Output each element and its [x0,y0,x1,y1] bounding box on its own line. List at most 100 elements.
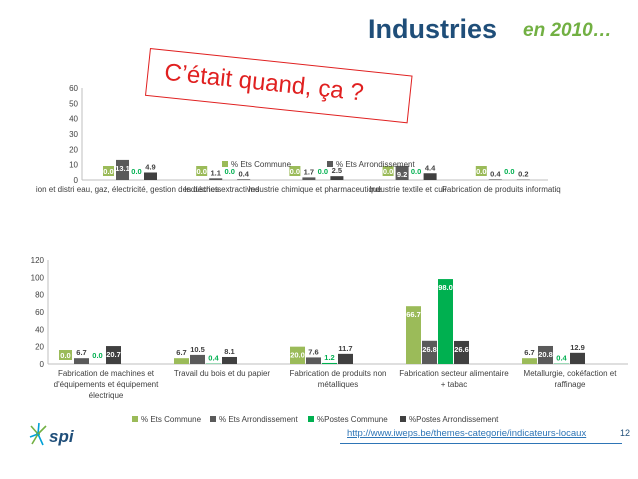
bar-3-0 [144,172,157,180]
bar-3-3 [454,340,469,364]
data-label: 0.0 [92,351,102,360]
data-label: 0.0 [476,167,486,176]
footer-link[interactable]: http://www.iweps.be/themes-categorie/ind… [347,428,587,439]
chart-bottom: 0 20 40 60 80 100 120 0.0 6.7 0.0 20.7 Fabrication … [31,256,628,424]
x-tick-label: Metallurgie, cokéfaction et raffinage [524,369,618,389]
data-label: 0.4 [238,169,249,178]
x-tick-label: Travail du bois et du papier [174,369,271,378]
data-label: 0.4 [208,354,219,363]
bar-1-2 [302,177,316,180]
x-tick-label-line: d'équipements et équipement [54,380,159,389]
x-tick-label: ion et distri eau, gaz, électricité, ges… [36,185,221,194]
y-tick-label: 40 [35,325,44,334]
bar-1-4 [538,345,553,364]
legend-label: %Postes Commune [317,415,388,424]
data-label: 9.2 [397,170,407,179]
x-tick-label-line: Industries extractives [184,185,259,194]
data-label: 4.9 [145,162,155,171]
y-tick-label: 20 [69,145,78,154]
data-label: 10.5 [190,345,205,354]
bar-3-3 [423,173,437,180]
y-tick-label: 0 [74,176,79,185]
x-tick-label-line: Travail du bois et du papier [174,369,271,378]
spi-logo: spi [29,422,75,446]
bar-1-3 [395,165,409,180]
data-label: 13.1 [115,164,130,173]
zero-label-bg [59,350,72,360]
y-tick-label: 0 [40,360,45,369]
legend-swatch [400,416,406,422]
data-label: 6.7 [76,348,86,357]
legend-label: % Ets Arrondissement [336,160,415,169]
legend-label: %Postes Arrondissement [409,415,499,424]
data-label: 0.0 [504,167,514,176]
zero-label-bg [289,166,301,176]
x-tick-label: Fabrication secteur alimentaire + tabac [399,369,509,389]
bar-0-1 [174,358,189,364]
data-label: 7.6 [308,347,318,356]
data-label: 11.7 [338,344,352,353]
legend-swatch [308,416,314,422]
data-label: 0.0 [383,167,393,176]
data-label: 0.0 [318,167,328,176]
data-label: 6.7 [524,348,534,357]
x-tick-label-line: Fabrication de produits non [290,369,387,378]
data-label: 20.8 [538,350,553,359]
bar-1-3 [422,340,437,364]
x-tick-label-line: Fabrication de machines et [58,369,155,378]
footer-divider [340,443,622,444]
y-tick-label: 120 [31,256,45,265]
data-label: 1.2 [324,353,334,362]
x-tick-label-line: + tabac [441,380,467,389]
logo-text: spi [49,427,75,446]
x-tick-label-line: Industrie textile et cuir [369,185,447,194]
x-tick-label-line: ion et distri eau, gaz, électricité, ges… [36,185,221,194]
data-label: 0.0 [196,167,206,176]
data-label: 0.0 [131,167,141,176]
legend-label: % Ets Arrondissement [219,415,298,424]
data-label: 26.8 [422,345,437,354]
data-label: 1.1 [210,168,220,177]
bar-1-1 [209,178,223,180]
bar-1-0 [116,159,129,180]
bar-1-4 [488,179,502,180]
x-tick-label: Industrie textile et cuir [369,185,447,194]
data-label: 0.0 [60,351,70,360]
data-label: 98.0 [438,283,453,292]
bar-0-2 [290,346,305,364]
legend-swatch [327,161,333,167]
y-tick-label: 10 [69,161,78,170]
slide-title: Industries [368,14,498,44]
x-tick-label: Industrie chimique et pharmaceutique [248,185,382,194]
legend-label: % Ets Commune [141,415,202,424]
slide-subtitle: en 2010… [523,20,612,41]
x-tick-label: Fabrication de produits non métalliques [290,369,387,389]
bar-3-1 [222,356,237,364]
data-label: 0.0 [224,167,234,176]
zero-label-bg [382,166,394,176]
data-label: 12.9 [570,343,585,352]
y-tick-label: 50 [69,99,78,108]
data-label: 20.7 [106,350,121,359]
zero-label-bg [103,166,114,176]
y-tick-label: 40 [69,115,78,124]
data-label: 66.7 [406,310,421,319]
x-tick-label-line: Fabrication de produits informatiq [442,185,561,194]
x-tick-label-line: métalliques [318,380,358,389]
x-tick-label-line: Industrie chimique et pharmaceutique [248,185,382,194]
y-tick-label: 20 [35,343,44,352]
legend-swatch [132,416,138,422]
data-label: 0.4 [556,354,567,363]
y-tick-label: 60 [35,308,44,317]
legend-swatch [222,161,228,167]
legend-swatch [210,416,216,422]
bar-3-0 [106,346,121,364]
bar-3-1 [237,179,251,180]
data-label: 0.0 [411,167,421,176]
zero-label-bg [475,166,487,176]
bar-3-2 [330,176,344,180]
data-label: 6.7 [176,348,186,357]
x-tick-label-line: Metallurgie, cokéfaction et [524,369,618,378]
x-tick-label-line: raffinage [555,380,587,389]
